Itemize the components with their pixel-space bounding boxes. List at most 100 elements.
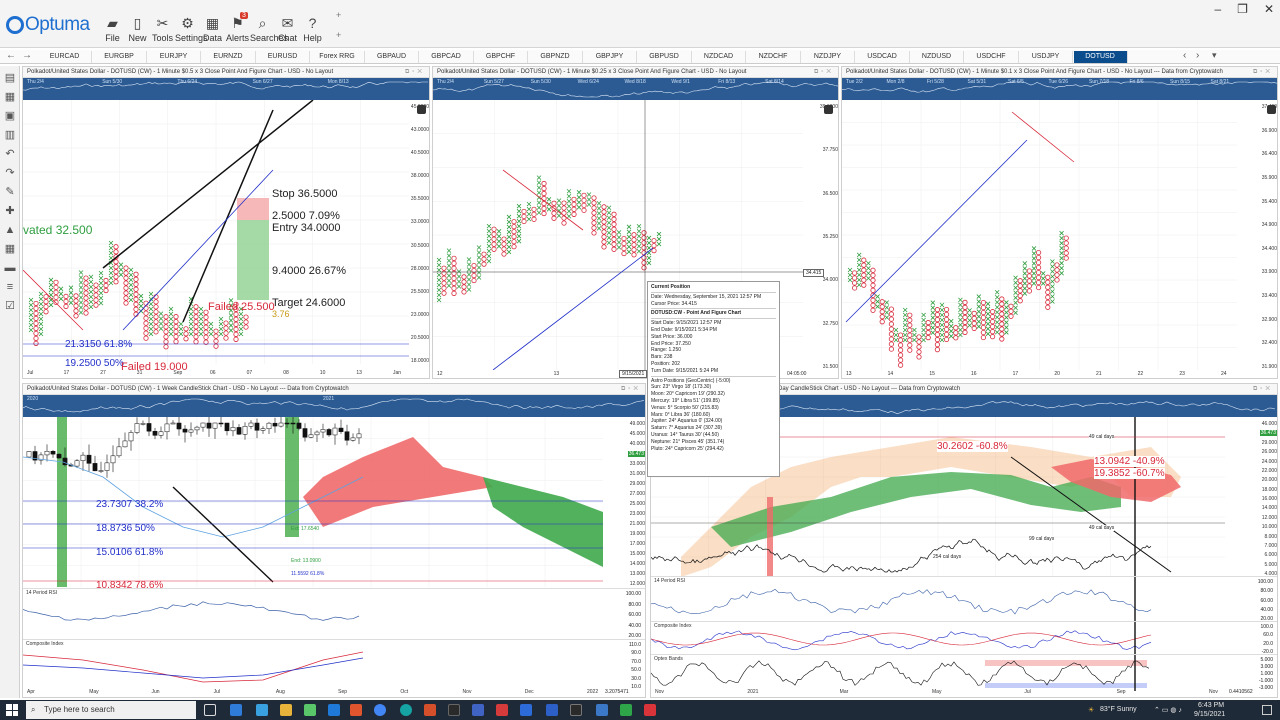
composite-subpanel[interactable]: Composite Index 110.0 90.0 70.0 50.0 30.0 10.… — [23, 639, 645, 690]
clock-date[interactable]: 9/15/2021 — [1194, 711, 1226, 718]
sidebar-undo-icon[interactable]: ↶ — [5, 148, 15, 160]
app-icon-17[interactable] — [644, 704, 656, 716]
tab-scroll-right-icon[interactable]: › — [1196, 50, 1200, 61]
edge-icon[interactable] — [400, 704, 412, 716]
tab-nzdjpy[interactable]: NZDJPY — [801, 51, 855, 63]
sidebar-draw-icon[interactable]: ✎ — [5, 186, 15, 198]
chart-panel-pnf-01[interactable]: Polkadot/United States Dollar - DOTUSD (… — [841, 66, 1278, 379]
app-icon-11[interactable] — [496, 704, 508, 716]
add-button-a[interactable]: + — [336, 10, 342, 20]
navigator-band[interactable]: 2020 2021 — [23, 395, 645, 417]
tab-nzdcad[interactable]: NZDCAD — [692, 51, 746, 63]
rsi-subpanel[interactable]: 14 Period RSI 100.00 80.00 60.00 40.00 20.00 — [23, 588, 645, 639]
tab-eurgbp[interactable]: EURGBP — [93, 51, 147, 63]
tab-back-arrow-icon[interactable]: ← — [6, 50, 16, 61]
panel-window-controls[interactable]: ⧉▫✕ — [1253, 69, 1273, 75]
sidebar-grid-icon[interactable]: ▦ — [4, 243, 16, 255]
pnf-chart-plot[interactable] — [23, 100, 409, 364]
tab-gbpnzd[interactable]: GBPNZD — [529, 51, 583, 63]
tab-forward-arrow-icon[interactable]: → — [22, 50, 32, 61]
taskbar-search-box[interactable]: ⌕ Type here to search — [26, 701, 196, 719]
tab-forex-rrg[interactable]: Forex RRG — [311, 51, 365, 63]
tab-menu-icon[interactable]: ▾ — [1212, 50, 1217, 60]
sidebar-save-icon[interactable]: ▣ — [4, 110, 16, 122]
app-icon-2[interactable] — [256, 704, 268, 716]
windows-start-icon[interactable] — [6, 704, 18, 716]
folder-app-icon[interactable] — [280, 704, 292, 716]
sidebar-page-icon[interactable]: ▤ — [4, 72, 16, 84]
panel-window-controls[interactable]: ⧉▫✕ — [1253, 386, 1273, 392]
outlook-icon[interactable] — [520, 704, 532, 716]
optuma-taskbar-icon[interactable] — [596, 704, 608, 716]
tab-nzdusd[interactable]: NZDUSD — [910, 51, 964, 63]
toolbar-chat-button[interactable]: ✉ Chat — [275, 14, 300, 46]
tab-dotusd[interactable]: DOTUSD — [1073, 51, 1128, 63]
tab-eurusd[interactable]: EURUSD — [256, 51, 310, 63]
sidebar-check-icon[interactable]: ☑ — [5, 300, 15, 312]
powerpoint-icon[interactable] — [424, 704, 436, 716]
close-button[interactable]: ✕ — [1263, 2, 1274, 16]
brave-icon[interactable] — [350, 704, 362, 716]
app-icon-9[interactable] — [448, 704, 460, 716]
sidebar-print-icon[interactable]: ▥ — [4, 129, 16, 141]
toolbar-file-button[interactable]: ▰ File — [100, 14, 125, 46]
tab-eurcad[interactable]: EURCAD — [38, 51, 92, 63]
chart-panel-pnf-05[interactable]: Polkadot/United States Dollar - DOTUSD (… — [22, 66, 430, 379]
tab-usdcad[interactable]: USDCAD — [856, 51, 910, 63]
tab-gbpcad[interactable]: GBPCAD — [420, 51, 474, 63]
chart-panel-weekly-candles[interactable]: Polkadot/United States Dollar - DOTUSD (… — [22, 383, 646, 698]
tab-nzdchf[interactable]: NZDCHF — [747, 51, 801, 63]
candlestick-plot[interactable] — [23, 417, 603, 587]
app-icon-4[interactable] — [304, 704, 316, 716]
chrome-icon[interactable] — [374, 704, 386, 716]
lock-icon[interactable] — [417, 105, 426, 114]
weather-text[interactable]: 83°F Sunny — [1100, 706, 1137, 713]
candlestick-plot[interactable] — [651, 417, 1225, 577]
notification-icon[interactable] — [1262, 705, 1272, 715]
sidebar-crosshair-icon[interactable]: ✚ — [5, 205, 15, 217]
rsi-subpanel[interactable]: 14 Period RSI 100.00 80.00 60.00 40.00 20.00 — [651, 576, 1277, 622]
tab-gbpchf[interactable]: GBPCHF — [474, 51, 528, 63]
panel-window-controls[interactable]: ⧉▫✕ — [621, 386, 641, 392]
task-view-icon[interactable] — [204, 704, 216, 716]
tab-eurjpy[interactable]: EURJPY — [147, 51, 201, 63]
add-button-b[interactable]: + — [336, 30, 342, 40]
tab-usdchf[interactable]: USDCHF — [965, 51, 1019, 63]
toolbar-searches-button[interactable]: ⌕ Searches — [250, 14, 288, 46]
pnf-chart-plot[interactable] — [842, 100, 1237, 370]
app-icon-16[interactable] — [620, 704, 632, 716]
lock-icon[interactable] — [824, 105, 833, 114]
clock-time[interactable]: 6:43 PM — [1198, 702, 1225, 709]
navigator-band[interactable]: Tue 2/2 Mon 2/8 Fri 5/28 Sat 5/31 Sat 6/5 Tue… — [842, 78, 1277, 100]
tab-gbpjpy[interactable]: GBPJPY — [583, 51, 637, 63]
sidebar-lock-icon[interactable]: ▲ — [4, 224, 16, 236]
minimize-button[interactable]: – — [1214, 2, 1222, 16]
app-icon-5[interactable] — [328, 704, 340, 716]
tab-usdjpy[interactable]: USDJPY — [1019, 51, 1073, 63]
toolbar-help-button[interactable]: ? Help — [300, 14, 325, 46]
composite-subpanel[interactable]: Composite Index 100.0 60.0 20.0 -20.0 — [651, 621, 1277, 655]
toolbar-new-button[interactable]: ▯ New — [125, 14, 150, 46]
sidebar-open-icon[interactable]: ▦ — [4, 91, 16, 103]
tab-gbpusd[interactable]: GBPUSD — [638, 51, 692, 63]
lock-icon[interactable] — [1267, 105, 1276, 114]
tab-gbpaud[interactable]: GBPAUD — [365, 51, 419, 63]
toolbar-settings-button[interactable]: ⚙ Settings — [175, 14, 208, 46]
navigator-band[interactable]: Thu 2/4 Sun 5/30 Thu 6/24 Sun 6/27 Mon 8/13 — [23, 78, 429, 100]
word-icon[interactable] — [546, 704, 558, 716]
sidebar-layers-icon[interactable]: ≡ — [6, 281, 14, 293]
panel-window-controls[interactable]: ⧉▫✕ — [814, 69, 834, 75]
app-icon-10[interactable] — [472, 704, 484, 716]
toolbar-alerts-button[interactable]: ⚑ Alerts 3 — [225, 12, 250, 46]
maximize-button[interactable]: ❐ — [1237, 2, 1248, 16]
tab-scroll-left-icon[interactable]: ‹ — [1183, 50, 1187, 61]
panel-window-controls[interactable]: ⧉▫✕ — [405, 69, 425, 75]
tab-eurnzd[interactable]: EURNZD — [202, 51, 256, 63]
sidebar-redo-icon[interactable]: ↷ — [5, 167, 15, 179]
optex-subpanel[interactable]: Optex Bands 5.000 3.000 1.000 -1.000 -3.000 — [651, 654, 1277, 691]
toolbar-tools-button[interactable]: ✂ Tools — [150, 14, 175, 46]
app-icon-1[interactable] — [230, 704, 242, 716]
app-icon-14[interactable] — [570, 704, 582, 716]
tray-icons[interactable]: ⌃ ▭ ◍ ♪ — [1154, 707, 1182, 714]
toolbar-data-button[interactable]: ▦ Data — [200, 14, 225, 46]
